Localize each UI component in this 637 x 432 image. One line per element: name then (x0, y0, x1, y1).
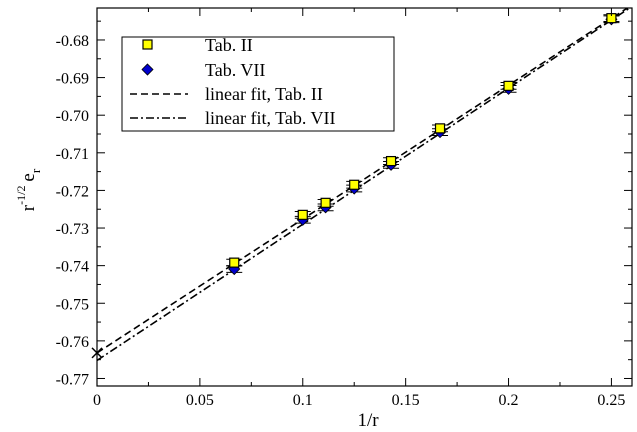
legend-item-tab-vii: Tab. VII (141, 60, 265, 80)
data-point-tab-ii (385, 155, 397, 167)
legend-item-tab-ii: Tab. II (142, 35, 253, 55)
legend-diamond-marker (141, 63, 154, 76)
x-tick-label: 0.15 (392, 392, 420, 409)
legend-item-linear-fit-tab-vii: linear fit, Tab. VII (130, 108, 336, 128)
x-axis-label: 1/r (357, 410, 379, 431)
y-tick-label: -0.75 (56, 296, 89, 313)
legend-square-marker (142, 39, 153, 50)
legend-box (121, 36, 395, 132)
plot-frame (96, 7, 633, 387)
x-tick-label: 0.05 (186, 392, 214, 409)
data-point-tab-ii (229, 257, 240, 268)
y-tick-label: -0.69 (56, 71, 89, 88)
legend-label-tab-ii: Tab. II (205, 35, 253, 55)
y-tick-label: -0.77 (56, 371, 89, 388)
x-tick-label: 0.25 (597, 392, 625, 409)
y-axis-label: r-1/2er (14, 168, 43, 211)
legend: Tab. II Tab. VII linear fit, Tab. II lin… (121, 35, 395, 132)
y-tick-label: -0.76 (56, 334, 89, 351)
x-tick-label: 0 (93, 392, 101, 409)
legend-label-tab-vii: Tab. VII (205, 60, 265, 80)
fit-line-tab-ii (97, 8, 629, 354)
x-tick-label: 0.2 (499, 392, 519, 409)
legend-item-linear-fit-tab-ii: linear fit, Tab. II (130, 84, 323, 104)
y-axis-label-e: e (18, 173, 39, 181)
x-tick-label: 0.1 (293, 392, 313, 409)
y-axis-label-subscript: r (28, 168, 43, 173)
y-axis-label-exponent: -1/2 (14, 186, 28, 205)
svg-text:r-1/2er: r-1/2er (14, 168, 43, 211)
legend-label-linear-fit-tab-vii: linear fit, Tab. VII (205, 108, 336, 128)
data-point-tab-ii (434, 123, 446, 134)
y-tick-label: -0.73 (56, 221, 89, 238)
y-tick-label: -0.72 (56, 183, 89, 200)
y-tick-label: -0.70 (56, 108, 89, 125)
y-tick-label: -0.68 (56, 33, 89, 50)
data-point-tab-ii (349, 179, 360, 190)
data-point-tab-ii (297, 209, 308, 220)
y-tick-label: -0.71 (56, 146, 89, 163)
y-tick-label: -0.74 (56, 259, 89, 276)
y-axis-label-r: r (18, 204, 39, 211)
fit-line-tab-vii (97, 8, 632, 362)
legend-label-linear-fit-tab-ii: linear fit, Tab. II (205, 84, 323, 104)
data-point-tab-ii (320, 197, 331, 208)
data-point-tab-ii (503, 80, 514, 91)
